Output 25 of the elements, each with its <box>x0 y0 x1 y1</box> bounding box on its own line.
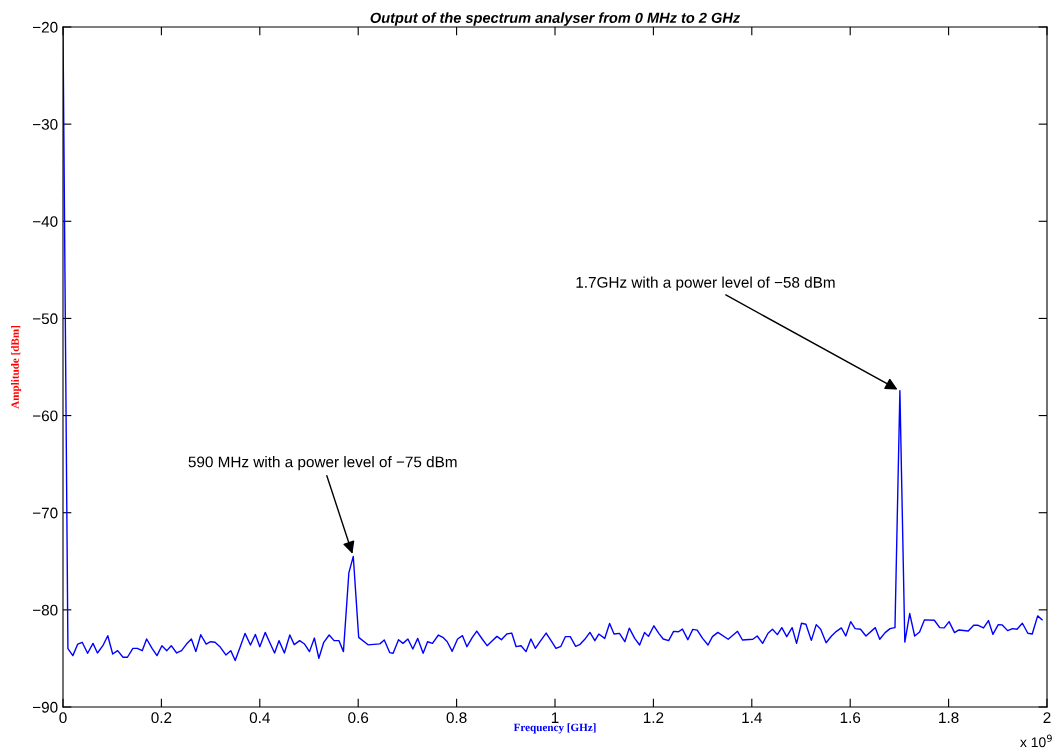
x-tick-label: 1.6 <box>840 712 861 724</box>
y-tick-label: −50 <box>32 313 58 325</box>
y-tick-label: −70 <box>32 507 58 519</box>
x-tick-label: 2 <box>1043 712 1051 723</box>
x-tick-label: 1.8 <box>939 712 959 724</box>
x-tick-label: 0.4 <box>249 712 270 724</box>
y-tick-label: −20 <box>32 21 58 33</box>
text: x 10$^{9}$ <box>1020 734 1052 748</box>
x-axis-title: Frequency [GHz] <box>513 723 596 734</box>
y-tick-label: −80 <box>32 604 58 616</box>
x-tick-label: 1.2 <box>643 712 664 723</box>
x-tick-label: 0.8 <box>446 712 467 724</box>
x-tick-label: 1.4 <box>742 712 762 723</box>
annotation: 590 MHz with a power level of −75 dBm <box>188 456 457 471</box>
x-tick-label: 0.2 <box>151 712 172 724</box>
y-tick-label: −60 <box>32 410 58 422</box>
annotation: 1.7GHz with a power level of −58 dBm <box>576 276 835 291</box>
x-tick-label: 0 <box>59 712 67 724</box>
y-axis-title: Amplitude [dBm] <box>11 326 22 409</box>
y-tick-label: −90 <box>32 701 58 713</box>
x-tick-label: 1 <box>551 712 559 723</box>
y-tick-label: −40 <box>32 216 58 227</box>
x-tick-label: 0.6 <box>348 712 369 724</box>
chart-title: Output of the spectrum analyser from 0 MHz to 2 GHz <box>370 12 741 26</box>
y-tick-label: −30 <box>32 119 58 130</box>
